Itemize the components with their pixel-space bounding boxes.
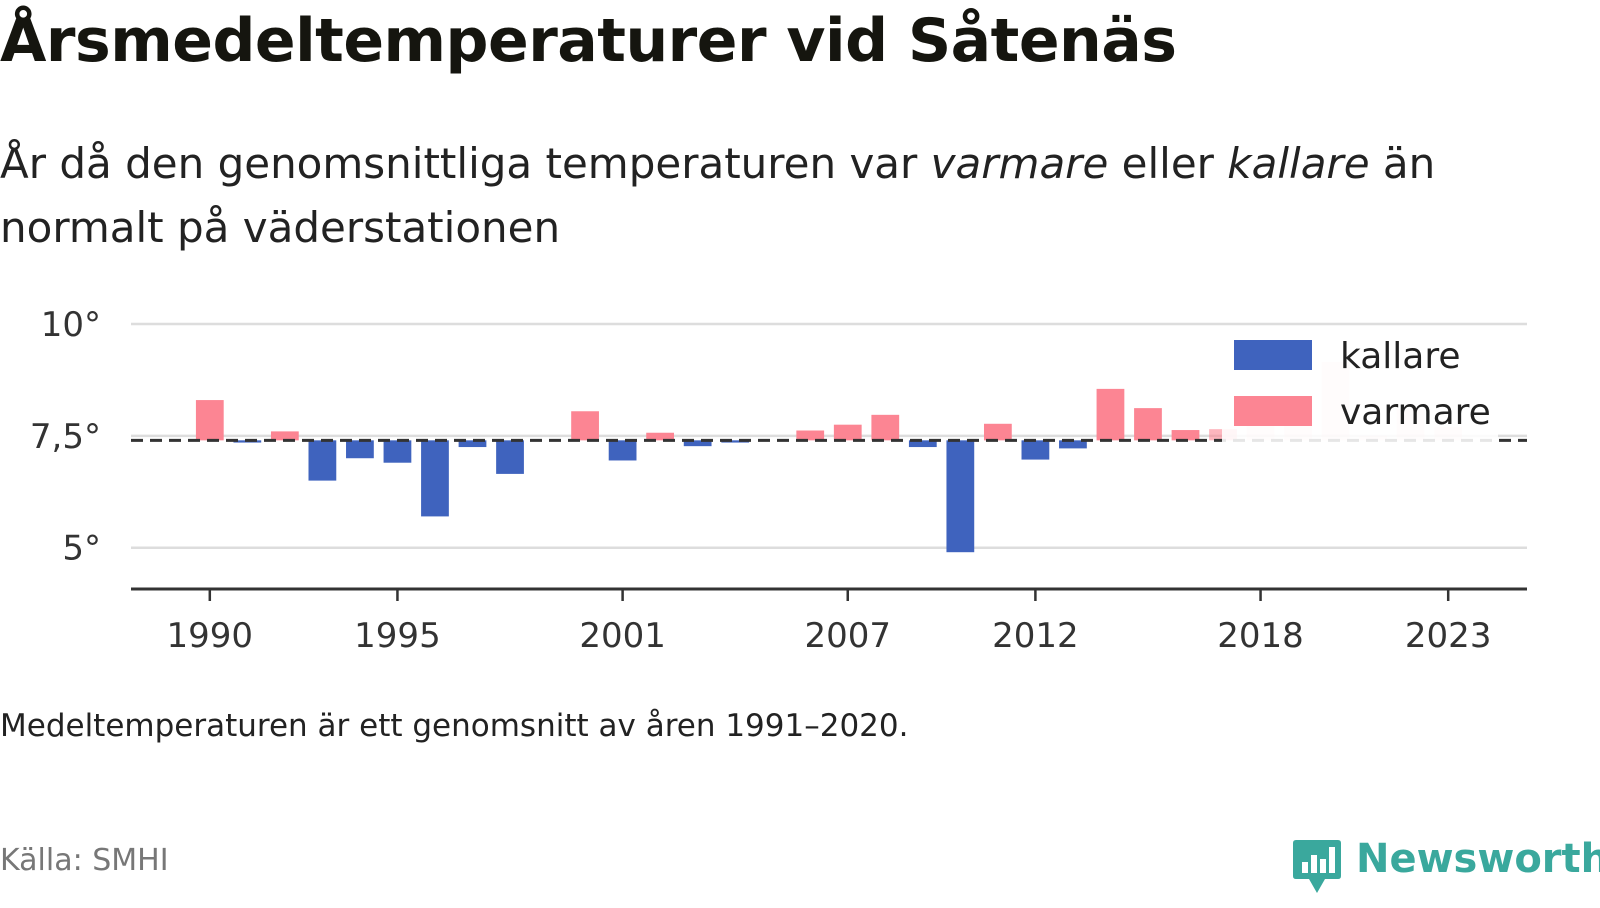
chart-subtitle: År då den genomsnittliga temperaturen va… — [0, 132, 1540, 260]
x-tick-label: 1995 — [354, 616, 441, 656]
chart-title: Årsmedeltemperaturer vid Såtenäs — [0, 6, 1177, 76]
bar-colder — [383, 440, 412, 463]
x-tick-label: 2012 — [992, 616, 1079, 656]
bar-colder — [308, 440, 337, 481]
bar-warmer — [983, 423, 1012, 441]
subtitle-cold-word: kallare — [1227, 139, 1370, 188]
bar-colder — [346, 440, 374, 459]
bar-chart: 5° 7,5° 10° 1990 1995 2001 2007 2012 2018 2023 k… — [30, 305, 1527, 656]
bar-warmer — [270, 431, 299, 441]
legend-label-warm: varmare — [1340, 392, 1491, 433]
bar-warmer — [871, 414, 900, 441]
newsworthy-logo-icon — [1293, 840, 1341, 893]
bar-colder — [683, 440, 712, 447]
bar-colder — [608, 440, 637, 461]
bar-warmer — [1134, 408, 1162, 441]
subtitle-part-2: eller — [1108, 139, 1228, 188]
x-tick-label: 2001 — [579, 616, 666, 656]
y-axis-ticks: 5° 7,5° 10° — [30, 305, 101, 569]
bar-warmer — [796, 430, 825, 441]
footnote: Medeltemperaturen är ett genomsnitt av å… — [0, 708, 909, 744]
y-tick-label: 10° — [41, 305, 101, 345]
bar-warmer — [195, 400, 224, 441]
legend-label-cold: kallare — [1340, 336, 1461, 377]
brand-logo: Newsworthy — [1292, 836, 1600, 908]
brand-name: Newsworthy — [1356, 836, 1600, 882]
x-tick-label: 2018 — [1217, 616, 1304, 656]
bar-colder — [496, 440, 524, 474]
subtitle-part-3: än normalt på väderstationen — [0, 139, 1436, 252]
bar-colder — [1021, 440, 1050, 460]
bar-warmer — [1171, 430, 1200, 441]
legend-swatch-cold — [1234, 340, 1312, 370]
bar-colder — [721, 440, 750, 443]
bar-colder — [1059, 440, 1087, 449]
x-tick-label: 1990 — [167, 616, 254, 656]
bar-warmer — [1096, 388, 1125, 441]
bar-colder — [908, 440, 937, 448]
bar-colder — [946, 440, 975, 553]
x-tick-label: 2007 — [804, 616, 891, 656]
subtitle-part-1: År då den genomsnittliga temperaturen va… — [0, 139, 931, 188]
source-label: Källa: SMHI — [0, 843, 169, 878]
bar-warmer — [833, 424, 862, 441]
x-axis-ticks: 1990 1995 2001 2007 2012 2018 2023 — [167, 589, 1492, 656]
bar-warmer — [571, 411, 599, 441]
subtitle-warm-word: varmare — [930, 139, 1109, 188]
y-tick-label: 5° — [62, 529, 101, 569]
bar-colder — [421, 440, 449, 517]
x-tick-label: 2023 — [1405, 616, 1492, 656]
legend: kallare varmare — [1222, 326, 1498, 450]
bar-warmer — [646, 432, 675, 441]
bar-colder — [458, 440, 487, 448]
y-tick-label: 7,5° — [30, 417, 101, 457]
legend-swatch-warm — [1234, 396, 1312, 426]
